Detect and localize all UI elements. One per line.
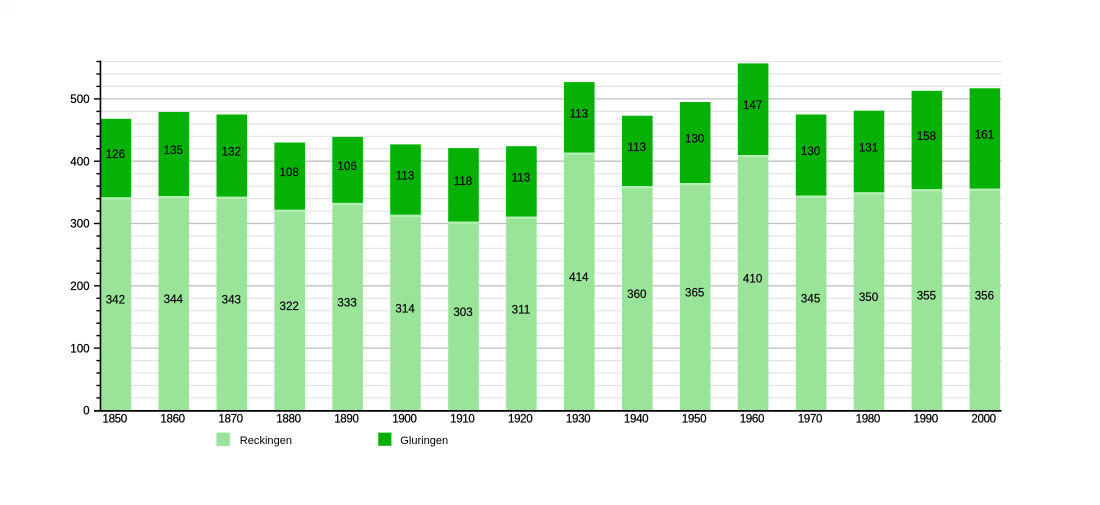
svg-text:1990: 1990 bbox=[913, 412, 937, 425]
svg-text:0: 0 bbox=[83, 405, 89, 418]
svg-text:414: 414 bbox=[569, 271, 589, 284]
svg-text:1980: 1980 bbox=[856, 412, 880, 425]
svg-text:1960: 1960 bbox=[740, 412, 764, 425]
svg-text:343: 343 bbox=[222, 293, 241, 306]
svg-text:356: 356 bbox=[975, 289, 994, 302]
svg-text:131: 131 bbox=[859, 142, 878, 155]
svg-text:1890: 1890 bbox=[334, 412, 358, 425]
svg-text:106: 106 bbox=[337, 160, 356, 173]
svg-text:1910: 1910 bbox=[450, 412, 474, 425]
svg-text:135: 135 bbox=[164, 144, 183, 157]
svg-text:132: 132 bbox=[222, 146, 241, 159]
svg-text:1970: 1970 bbox=[798, 412, 822, 425]
svg-text:1940: 1940 bbox=[624, 412, 648, 425]
svg-text:Reckingen: Reckingen bbox=[240, 435, 292, 447]
svg-text:100: 100 bbox=[70, 342, 89, 355]
svg-text:303: 303 bbox=[453, 306, 472, 319]
svg-text:1930: 1930 bbox=[566, 412, 590, 425]
svg-text:410: 410 bbox=[743, 273, 762, 286]
svg-text:342: 342 bbox=[106, 294, 125, 307]
svg-text:130: 130 bbox=[685, 133, 704, 146]
svg-text:400: 400 bbox=[70, 155, 89, 168]
svg-text:161: 161 bbox=[975, 129, 994, 142]
svg-text:1850: 1850 bbox=[102, 412, 126, 425]
svg-text:360: 360 bbox=[627, 288, 646, 301]
svg-text:113: 113 bbox=[628, 141, 646, 154]
svg-text:1900: 1900 bbox=[392, 412, 416, 425]
svg-text:1870: 1870 bbox=[218, 412, 242, 425]
svg-text:345: 345 bbox=[801, 293, 820, 306]
svg-text:147: 147 bbox=[743, 99, 762, 112]
svg-text:300: 300 bbox=[70, 218, 89, 231]
svg-text:314: 314 bbox=[395, 302, 415, 315]
svg-text:333: 333 bbox=[337, 297, 356, 310]
svg-text:118: 118 bbox=[454, 175, 472, 188]
svg-text:Gluringen: Gluringen bbox=[400, 435, 448, 447]
svg-text:1880: 1880 bbox=[276, 412, 300, 425]
svg-text:350: 350 bbox=[859, 291, 878, 304]
svg-text:500: 500 bbox=[70, 93, 89, 106]
svg-text:200: 200 bbox=[70, 280, 89, 293]
svg-text:344: 344 bbox=[164, 293, 184, 306]
svg-text:1950: 1950 bbox=[682, 412, 706, 425]
svg-text:130: 130 bbox=[801, 145, 820, 158]
svg-text:355: 355 bbox=[917, 290, 936, 303]
svg-text:108: 108 bbox=[280, 166, 299, 179]
svg-text:311: 311 bbox=[512, 303, 530, 316]
svg-text:1920: 1920 bbox=[508, 412, 532, 425]
svg-text:113: 113 bbox=[512, 171, 530, 184]
svg-text:2000: 2000 bbox=[971, 412, 995, 425]
svg-text:158: 158 bbox=[917, 130, 936, 143]
svg-text:113: 113 bbox=[396, 170, 414, 183]
svg-text:126: 126 bbox=[106, 148, 125, 161]
svg-text:322: 322 bbox=[280, 300, 299, 313]
svg-text:365: 365 bbox=[685, 287, 704, 300]
svg-text:113: 113 bbox=[570, 107, 588, 120]
svg-text:1860: 1860 bbox=[160, 412, 184, 425]
